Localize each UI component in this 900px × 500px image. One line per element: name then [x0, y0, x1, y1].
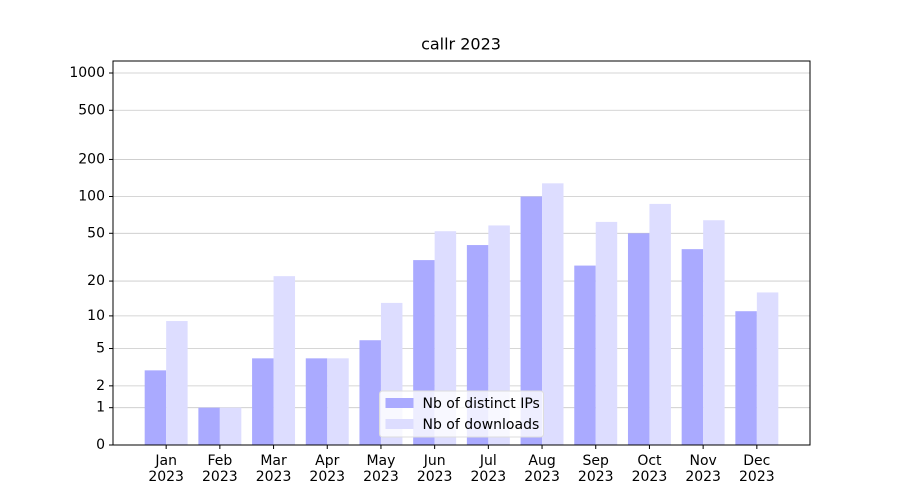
y-tick-label: 2	[96, 378, 105, 394]
x-tick-label: Sep 2023	[577, 453, 614, 485]
legend-label: Nb of downloads	[423, 417, 540, 433]
x-tick-label: Jun 2023	[416, 453, 453, 485]
bar	[166, 321, 188, 445]
bar	[359, 340, 381, 445]
bar	[681, 249, 704, 445]
bar	[574, 265, 596, 445]
x-tick-label: Nov 2023	[685, 453, 721, 485]
bar	[198, 407, 220, 445]
y-tick-label: 0	[96, 437, 105, 453]
legend-swatch	[385, 419, 414, 429]
bar	[649, 203, 671, 445]
x-tick-label: May 2023	[363, 453, 399, 485]
bar	[327, 358, 349, 445]
bar	[703, 220, 725, 445]
legend-swatch	[385, 398, 414, 408]
chart-title: callr 2023	[421, 35, 501, 54]
x-tick-label: Jul 2023	[470, 453, 507, 485]
bar	[273, 276, 296, 445]
bar	[488, 225, 510, 445]
bar	[144, 370, 167, 445]
bar	[520, 196, 543, 445]
plot-frame	[112, 60, 811, 446]
y-tick-label: 5	[96, 341, 105, 357]
x-tick-label: Dec 2023	[739, 453, 775, 485]
bar	[595, 221, 618, 445]
bar	[219, 407, 242, 445]
y-tick-label: 20	[87, 273, 105, 289]
y-tick-label: 50	[87, 225, 105, 241]
y-tick-label: 10	[87, 308, 105, 324]
bar	[305, 358, 328, 445]
bar	[735, 311, 757, 445]
legend-label: Nb of distinct IPs	[423, 396, 540, 412]
bar	[756, 292, 779, 445]
x-tick-label: Aug 2023	[524, 453, 560, 485]
x-tick-label: Jan 2023	[148, 453, 184, 485]
x-tick-label: Apr 2023	[309, 453, 346, 485]
x-tick-label: Feb 2023	[202, 453, 238, 485]
y-tick-label: 500	[78, 102, 105, 118]
bar	[627, 233, 650, 445]
bar	[542, 183, 564, 445]
y-tick-label: 100	[78, 189, 105, 205]
y-tick-label: 200	[78, 151, 105, 167]
x-tick-label: Oct 2023	[631, 453, 668, 485]
y-tick-label: 1000	[69, 65, 105, 81]
x-tick-label: Mar 2023	[255, 453, 292, 485]
legend-box	[379, 390, 544, 438]
y-tick-label: 1	[96, 400, 105, 416]
bar	[252, 358, 274, 445]
